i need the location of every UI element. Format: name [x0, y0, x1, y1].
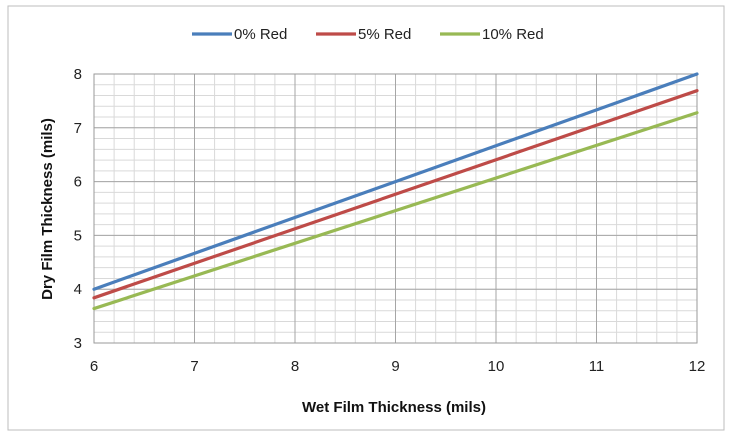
x-tick-label: 8 — [291, 358, 299, 375]
y-axis-ticks: 3 4 5 6 7 8 — [74, 66, 82, 352]
x-tick-label: 9 — [391, 358, 399, 375]
series-line-2 — [92, 111, 699, 311]
y-tick-label: 6 — [74, 174, 82, 191]
x-tick-label: 7 — [190, 358, 198, 375]
y-tick-label: 8 — [74, 66, 82, 83]
x-tick-label: 11 — [589, 358, 605, 375]
series-line-1 — [92, 89, 699, 300]
x-tick-label: 6 — [90, 358, 98, 375]
y-tick-label: 5 — [74, 227, 82, 244]
legend-label-2: 10% Red — [482, 26, 544, 43]
chart-border — [7, 5, 725, 431]
series-line-0 — [92, 72, 699, 291]
legend: 0% Red 5% Red 10% Red — [192, 26, 544, 43]
x-axis-ticks: 6 7 8 9 10 11 12 — [90, 358, 706, 375]
series-layer — [92, 72, 699, 311]
y-tick-label: 7 — [74, 120, 82, 137]
x-tick-label: 10 — [488, 358, 505, 375]
x-tick-label: 12 — [689, 358, 706, 375]
y-tick-label: 4 — [74, 281, 82, 298]
legend-label-0: 0% Red — [234, 26, 287, 43]
legend-label-1: 5% Red — [358, 26, 411, 43]
x-axis-title: Wet Film Thickness (mils) — [302, 399, 486, 416]
plot-area — [93, 73, 698, 344]
y-tick-label: 3 — [74, 335, 82, 352]
y-axis-title: Dry Film Thickness (mils) — [39, 118, 56, 300]
